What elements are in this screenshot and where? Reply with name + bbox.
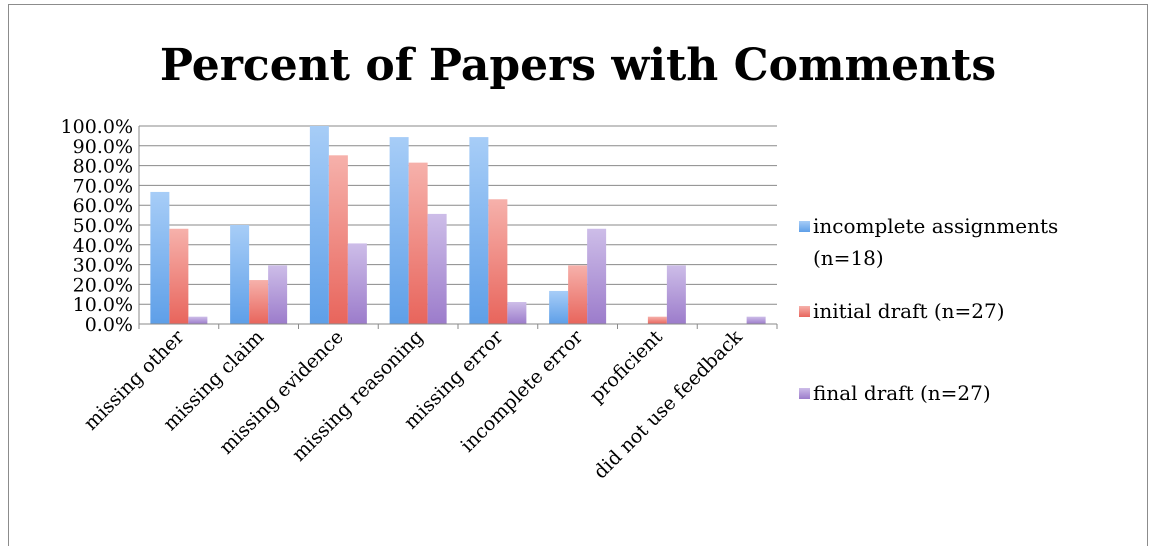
- y-tick-label: 30.0%: [73, 255, 133, 277]
- legend-label: final draft (n=27): [813, 381, 991, 405]
- bar-2-missing-reasoning: [408, 162, 428, 324]
- y-tick-label: 40.0%: [73, 235, 133, 257]
- y-tick-label: 90.0%: [73, 136, 133, 158]
- bar-1-incomplete-error: [549, 290, 569, 324]
- bar-3-incomplete-error: [587, 228, 607, 324]
- bar-3-missing-error: [507, 302, 527, 324]
- bar-2-missing-evidence: [328, 155, 348, 324]
- bar-2-missing-claim: [249, 280, 269, 324]
- x-category-label: proficient: [585, 326, 667, 408]
- y-tick-label: 60.0%: [73, 195, 133, 217]
- legend-swatch: [799, 388, 810, 399]
- bar-2-missing-other: [169, 228, 189, 324]
- bar-1-missing-reasoning: [389, 137, 409, 324]
- chart-title: Percent of Papers with Comments: [160, 40, 996, 91]
- bar-2-incomplete-error: [568, 265, 588, 324]
- chart-frame: [8, 4, 1148, 546]
- y-tick-label: 50.0%: [73, 215, 133, 237]
- x-category-label: missing reasoning: [288, 326, 428, 466]
- y-tick-label: 10.0%: [73, 294, 133, 316]
- y-tick-label: 80.0%: [73, 156, 133, 178]
- bar-3-missing-reasoning: [427, 213, 447, 324]
- y-tick-label: 0.0%: [85, 314, 133, 336]
- bar-2-missing-error: [488, 199, 508, 324]
- y-tick-label: 20.0%: [73, 274, 133, 296]
- legend-swatch: [799, 306, 810, 317]
- bar-3-proficient: [666, 265, 686, 324]
- legend-label: initial draft (n=27): [813, 299, 1005, 323]
- legend-label: incomplete assignments: [813, 214, 1058, 238]
- bar-1-missing-claim: [230, 225, 250, 324]
- bar-2-proficient: [647, 316, 667, 324]
- legend-label: (n=18): [813, 246, 884, 270]
- bar-1-missing-error: [469, 137, 489, 324]
- x-category-label: did not use feedback: [589, 326, 747, 484]
- bar-1-missing-evidence: [309, 126, 329, 324]
- bar-3-missing-claim: [268, 265, 288, 324]
- bar-1-missing-other: [150, 191, 170, 324]
- bar-3-missing-evidence: [347, 243, 367, 324]
- bar-3-did-not-use-feedback: [746, 316, 766, 324]
- y-tick-label: 70.0%: [73, 175, 133, 197]
- legend-swatch: [799, 221, 810, 232]
- y-tick-label: 100.0%: [61, 116, 133, 138]
- bar-3-missing-other: [188, 316, 208, 324]
